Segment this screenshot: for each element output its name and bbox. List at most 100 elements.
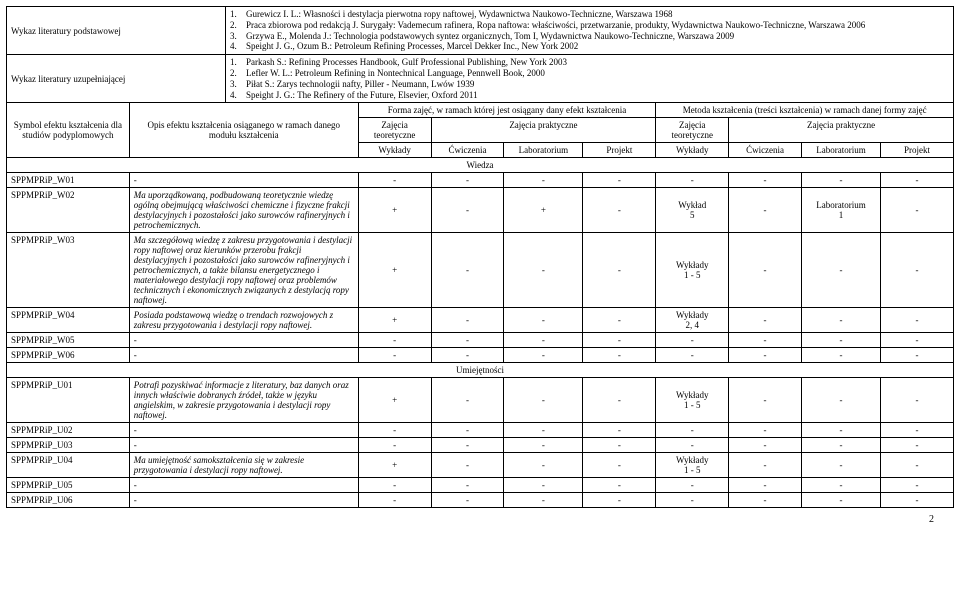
outcome-cell: -	[504, 308, 583, 333]
outcome-cell: -	[583, 493, 656, 508]
outcomes-table: Symbol efektu kształcenia dla studiów po…	[6, 102, 954, 508]
outcome-description: -	[129, 173, 358, 188]
outcome-cell: -	[656, 348, 729, 363]
outcome-cell: Laboratorium1	[801, 188, 880, 233]
outcome-cell: -	[801, 378, 880, 423]
outcome-cell: +	[504, 188, 583, 233]
header-teoretyczne-2: Zajęcia teoretyczne	[656, 118, 729, 143]
outcome-cell: Wykład5	[656, 188, 729, 233]
outcome-description: -	[129, 423, 358, 438]
reference-number: 1.	[230, 9, 246, 20]
reference-text: Parkash S.: Refining Processes Handbook,…	[246, 57, 949, 68]
outcome-cell: -	[583, 233, 656, 308]
outcome-cell: -	[881, 308, 954, 333]
outcome-cell: -	[801, 173, 880, 188]
outcome-symbol: SPPMPRiP_W01	[7, 173, 130, 188]
outcome-cell: -	[801, 333, 880, 348]
outcome-cell: -	[583, 453, 656, 478]
header-metoda: Metoda kształcenia (treści kształcenia) …	[656, 103, 954, 118]
reference-number: 3.	[230, 79, 246, 90]
outcome-description: -	[129, 493, 358, 508]
outcome-cell: -	[729, 493, 802, 508]
section-wiedza: Wiedza	[7, 158, 954, 173]
outcome-description: Ma uporządkowaną, podbudowaną teoretyczn…	[129, 188, 358, 233]
reference-text: Speight J. G., Ozum B.: Petroleum Refini…	[246, 41, 949, 52]
outcome-cell: -	[504, 453, 583, 478]
outcome-cell: -	[504, 493, 583, 508]
table-row: SPPMPRiP_U03---------	[7, 438, 954, 453]
table-row: SPPMPRiP_U01Potrafi pozyskiwać informacj…	[7, 378, 954, 423]
outcome-cell: -	[358, 423, 431, 438]
outcome-cell: -	[431, 438, 504, 453]
page-number: 2	[6, 508, 954, 525]
outcome-cell: Wykłady2, 4	[656, 308, 729, 333]
outcome-cell: -	[729, 233, 802, 308]
table-row: SPPMPRiP_W04Posiada podstawową wiedzę o …	[7, 308, 954, 333]
outcome-symbol: SPPMPRiP_U01	[7, 378, 130, 423]
outcome-cell: -	[881, 333, 954, 348]
outcome-cell: -	[801, 478, 880, 493]
outcome-cell: -	[729, 478, 802, 493]
outcome-cell: -	[504, 378, 583, 423]
outcome-cell: -	[504, 173, 583, 188]
reference-number: 2.	[230, 68, 246, 79]
outcome-cell: -	[431, 233, 504, 308]
outcome-description: Posiada podstawową wiedzę o trendach roz…	[129, 308, 358, 333]
outcome-symbol: SPPMPRiP_U04	[7, 453, 130, 478]
literature-table: Wykaz literatury podstawowej 1.Gurewicz …	[6, 6, 954, 103]
reference-item: 2.Lefler W. L.: Petroleum Refining in No…	[230, 68, 949, 79]
reference-text: Piłat S.: Zarys technologii nafty, Pille…	[246, 79, 949, 90]
outcome-cell: -	[504, 348, 583, 363]
section-umiejetnosci: Umiejętności	[7, 363, 954, 378]
outcome-symbol: SPPMPRiP_W02	[7, 188, 130, 233]
outcome-cell: -	[881, 233, 954, 308]
reference-text: Speight J. G.: The Refinery of the Futur…	[246, 90, 949, 101]
reference-text: Praca zbiorowa pod redakcją J. Surygały:…	[246, 20, 949, 31]
outcome-cell: -	[583, 423, 656, 438]
outcome-cell: -	[729, 438, 802, 453]
outcome-cell: -	[656, 423, 729, 438]
outcome-description: -	[129, 438, 358, 453]
outcome-cell: -	[729, 378, 802, 423]
outcome-cell: -	[583, 173, 656, 188]
supplementary-lit-list: 1.Parkash S.: Refining Processes Handboo…	[226, 55, 954, 103]
outcome-cell: +	[358, 233, 431, 308]
outcome-cell: -	[801, 233, 880, 308]
outcome-cell: -	[583, 333, 656, 348]
outcome-cell: Wykłady1 - 5	[656, 453, 729, 478]
header-cwiczenia-1: Ćwiczenia	[431, 143, 504, 158]
table-row: SPPMPRiP_U02---------	[7, 423, 954, 438]
outcome-cell: -	[881, 423, 954, 438]
header-forma: Forma zajęć, w ramach której jest osiąga…	[358, 103, 656, 118]
table-row: SPPMPRiP_U06---------	[7, 493, 954, 508]
table-row: SPPMPRiP_W01---------	[7, 173, 954, 188]
outcome-symbol: SPPMPRiP_U02	[7, 423, 130, 438]
outcome-cell: -	[801, 493, 880, 508]
outcome-cell: -	[431, 348, 504, 363]
outcome-description: -	[129, 478, 358, 493]
outcome-cell: +	[358, 453, 431, 478]
outcome-cell: -	[358, 438, 431, 453]
outcome-cell: -	[504, 438, 583, 453]
outcome-symbol: SPPMPRiP_W04	[7, 308, 130, 333]
outcome-cell: -	[431, 188, 504, 233]
outcome-cell: -	[431, 423, 504, 438]
outcome-cell: -	[504, 333, 583, 348]
table-row: SPPMPRiP_U04Ma umiejętność samokształcen…	[7, 453, 954, 478]
header-praktyczne-2: Zajęcia praktyczne	[729, 118, 954, 143]
outcome-symbol: SPPMPRiP_W06	[7, 348, 130, 363]
table-row: SPPMPRiP_W02Ma uporządkowaną, podbudowan…	[7, 188, 954, 233]
reference-item: 3.Grzywa E., Molenda J.: Technologia pod…	[230, 31, 949, 42]
table-row: SPPMPRiP_U05---------	[7, 478, 954, 493]
outcome-cell: -	[801, 453, 880, 478]
outcome-cell: -	[801, 348, 880, 363]
outcome-cell: +	[358, 308, 431, 333]
outcome-cell: -	[504, 423, 583, 438]
reference-text: Grzywa E., Molenda J.: Technologia podst…	[246, 31, 949, 42]
reference-text: Lefler W. L.: Petroleum Refining in Nont…	[246, 68, 949, 79]
header-laboratorium-1: Laboratorium	[504, 143, 583, 158]
outcome-cell: -	[504, 233, 583, 308]
reference-number: 3.	[230, 31, 246, 42]
outcome-cell: -	[583, 188, 656, 233]
outcome-cell: -	[881, 493, 954, 508]
